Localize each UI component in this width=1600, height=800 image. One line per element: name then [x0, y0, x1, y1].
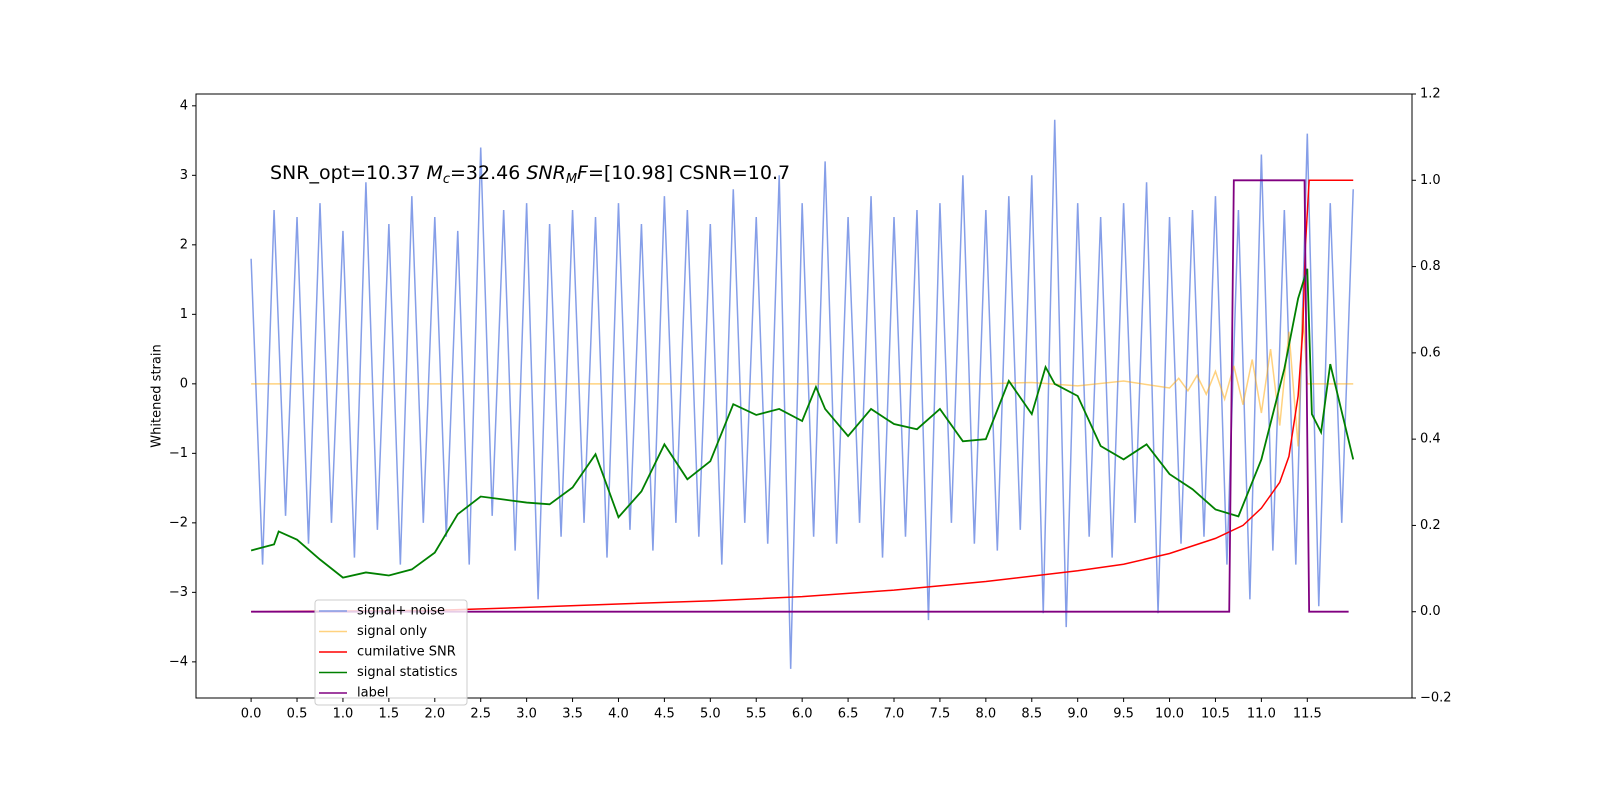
axes-frame: [195, 93, 1413, 699]
x-tick-label: 5.5: [746, 707, 767, 722]
y-tick-label: 3: [180, 168, 188, 183]
series-line: [251, 179, 1349, 613]
y-tick-label: −2: [169, 515, 188, 530]
x-tick-label: 8.5: [1021, 707, 1042, 722]
y-tick-label: −1: [169, 446, 188, 461]
annotation-part: SNR_opt=10.37: [270, 162, 420, 184]
annotation-part: =[10.98] CSNR=10.7: [588, 162, 790, 184]
y2-tick-label: 1.2: [1420, 87, 1441, 102]
x-tick-label: 9.5: [1113, 707, 1134, 722]
y-tick-label: −4: [169, 654, 188, 669]
series-line: [251, 179, 1354, 613]
x-tick-label: 6.5: [838, 707, 859, 722]
annotation-part: M: [426, 162, 442, 184]
annotation-part: =32.46: [450, 162, 520, 184]
x-tick-label: 7.0: [884, 707, 905, 722]
legend: signal+ noise signal only cumilative SNR si…: [314, 599, 468, 706]
x-tick-label: 10.0: [1155, 707, 1184, 722]
legend-label: signal+ noise: [357, 604, 445, 619]
y2-tick-label: 1.0: [1420, 173, 1441, 188]
y-tick-label: 2: [180, 237, 188, 252]
x-tick-label: 2.5: [470, 707, 491, 722]
annotation: SNR_opt=10.37 Mc=32.46 SNRMF=[10.98] CSNR=…: [270, 162, 790, 187]
x-tick-label: 9.0: [1067, 707, 1088, 722]
x-tick-label: 10.5: [1201, 707, 1230, 722]
x-tick-label: 8.0: [976, 707, 997, 722]
y2-tick-label: 0.6: [1420, 345, 1441, 360]
x-tick-label: 5.0: [700, 707, 721, 722]
x-tick-label: 4.0: [608, 707, 629, 722]
y2-tick-label: 0.4: [1420, 432, 1441, 447]
legend-label: signal only: [357, 624, 427, 639]
legend-label: signal statistics: [357, 665, 458, 680]
x-tick-label: 3.5: [562, 707, 583, 722]
y2-tick-label: −0.2: [1420, 691, 1452, 706]
annotation-part: M: [566, 172, 577, 187]
annotation-part: c: [443, 172, 450, 187]
y2-tick-label: 0.8: [1420, 259, 1441, 274]
x-tick-label: 1.5: [379, 707, 400, 722]
y2-tick-label: 0.0: [1420, 604, 1441, 619]
x-tick-label: 11.5: [1293, 707, 1322, 722]
x-tick-label: 7.5: [930, 707, 951, 722]
legend-box: [314, 599, 468, 706]
y-tick-label: 1: [180, 307, 188, 322]
series-line: [250, 119, 1354, 669]
plot-area: [250, 119, 1355, 669]
annotation-part: F: [577, 162, 589, 184]
x-tick-label: 6.0: [792, 707, 813, 722]
x-tick-label: 4.5: [654, 707, 675, 722]
y2-tick-label: 0.2: [1420, 518, 1441, 533]
y-axis-label: Whitened strain: [150, 344, 165, 447]
x-tick-label: 0.0: [241, 707, 262, 722]
series-line: [251, 307, 1354, 447]
x-tick-label: 0.5: [287, 707, 308, 722]
x-tick-label: 11.0: [1247, 707, 1276, 722]
x-tick-label: 1.0: [333, 707, 354, 722]
x-tick-label: 2.0: [424, 707, 445, 722]
y-tick-label: −3: [169, 585, 188, 600]
series-line: [250, 268, 1355, 579]
x-tick-label: 3.0: [516, 707, 537, 722]
legend-label: cumilative SNR: [357, 645, 456, 660]
y-tick-label: 4: [180, 98, 188, 113]
annotation-part: SNR: [526, 162, 565, 184]
legend-label: label: [357, 686, 388, 701]
y-tick-label: 0: [180, 376, 188, 391]
